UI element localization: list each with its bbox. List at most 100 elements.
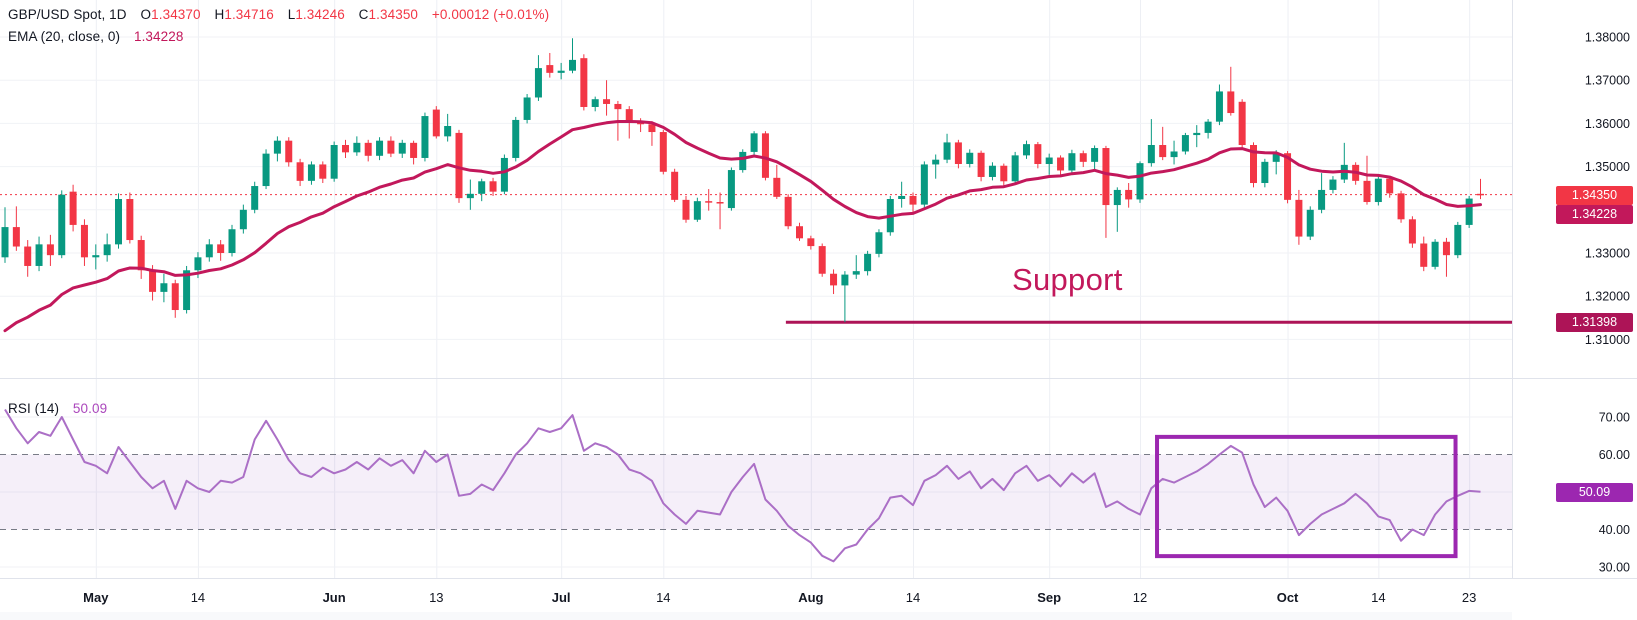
candle-body [273,140,281,154]
rsi-line[interactable] [4,408,1481,563]
candle-body [364,142,372,156]
ema-legend-label[interactable]: EMA (20, close, 0) [8,29,121,44]
candle-body [705,201,713,203]
candle-body [784,196,792,227]
candle-body [909,195,917,205]
ohlc-close-label: C [358,7,369,22]
candle-body [591,99,599,107]
rsi-legend[interactable]: RSI (14) 50.09 [8,401,111,416]
time-axis-label: May [83,590,109,605]
candle-body [1295,199,1303,237]
candle-body [841,274,849,286]
candle-body [1272,153,1280,162]
candle-body [1125,189,1133,200]
candle-body [1045,157,1053,165]
bottom-scrollbar-area[interactable] [0,612,1512,620]
candle-body [1170,151,1178,158]
candle-body [160,283,168,292]
candle-body [330,145,338,179]
time-axis-label: 23 [1462,590,1476,605]
candle-body [1193,132,1201,136]
candle-body [1374,178,1382,203]
candle-body [512,119,520,158]
candle-body [614,103,622,110]
rsi-value-badge[interactable]: 50.09 [1556,483,1633,502]
candle-body [1,227,9,258]
candle-body [92,255,100,258]
candle-body [648,124,656,133]
candle-body [1000,165,1008,182]
candle-body [830,273,838,286]
ema-line[interactable] [3,120,1482,333]
ema-price-badge[interactable]: 1.34228 [1556,205,1633,224]
candle-body [1397,193,1405,220]
candle-body [1034,144,1042,165]
candle-body [239,209,247,230]
candle-body [455,132,463,199]
ema-legend-value: 1.34228 [133,29,184,44]
candle-body [489,181,497,192]
candle-body [932,159,940,165]
candle-body [773,177,781,197]
grid-lines [0,0,1512,578]
candle-body [126,199,134,241]
candle-body [546,65,554,73]
ohlc-high-value: 1.34716 [224,7,274,22]
candle-body [478,181,486,194]
candle-body [1442,241,1450,256]
candle-body [864,253,872,272]
candle-body [727,170,735,209]
candle-body [1306,209,1314,237]
support-price-badge[interactable]: 1.31398 [1556,313,1633,332]
candle-body [398,142,406,154]
rsi-axis-label: 70.00 [1599,411,1630,425]
support-annotation-label[interactable]: Support [1012,262,1123,297]
candle-body [387,140,395,154]
last-price-badge[interactable]: 1.34350 [1556,186,1633,205]
time-axis-label: 14 [656,590,670,605]
candle-body [988,165,996,177]
rsi-highlight-box[interactable] [1155,434,1458,559]
candle-body [183,270,191,311]
ohlc-low-value: 1.34246 [295,7,345,22]
candle-body [444,125,452,137]
symbol-legend[interactable]: GBP/USD Spot, 1D O1.34370 H1.34716 L1.34… [8,7,553,22]
candle-body [251,186,259,210]
candle-body [171,283,179,311]
time-axis-label: 13 [429,590,443,605]
rsi-axis[interactable]: 70.00 60.00 40.00 30.00 [1599,411,1630,575]
candle-body [1079,153,1087,162]
candle-body [1215,91,1223,122]
price-axis[interactable]: 1.38000 1.37000 1.36000 1.35000 1.33000 1.320… [1585,31,1630,347]
rsi-axis-label: 40.00 [1599,523,1630,537]
ohlc-high-label: H [214,7,225,22]
rsi-axis-label: 60.00 [1599,448,1630,462]
candle-body [1113,189,1121,206]
time-axis-label: Jul [552,590,571,605]
candle-body [1147,145,1155,164]
candle-body [898,195,906,199]
time-axis[interactable]: May 14 Jun 13 Jul 14 Aug 14 Sep 12 Oct 14 23 [83,590,1476,605]
time-axis-label: Sep [1037,590,1061,605]
rsi-legend-label[interactable]: RSI (14) [8,401,60,416]
symbol-title[interactable]: GBP/USD Spot, 1D [8,7,127,22]
candlesticks[interactable] [1,38,1485,323]
candle-body [24,246,32,266]
candle-body [205,244,213,258]
ema-legend[interactable]: EMA (20, close, 0) 1.34228 [8,29,187,44]
change-value: +0.00012 (+0.01%) [431,7,550,22]
candle-body [228,229,236,253]
price-axis-label: 1.33000 [1585,247,1630,261]
candle-body [500,157,508,192]
time-axis-label: Aug [798,590,823,605]
candle-body [353,142,361,153]
candle-body [1023,144,1030,156]
candle-body [966,152,974,165]
candle-body [761,133,769,178]
candle-body [1057,157,1065,171]
candle-body [1386,178,1394,194]
candle-body [1227,91,1235,114]
candle-body [194,257,202,271]
candle-body [693,201,701,220]
